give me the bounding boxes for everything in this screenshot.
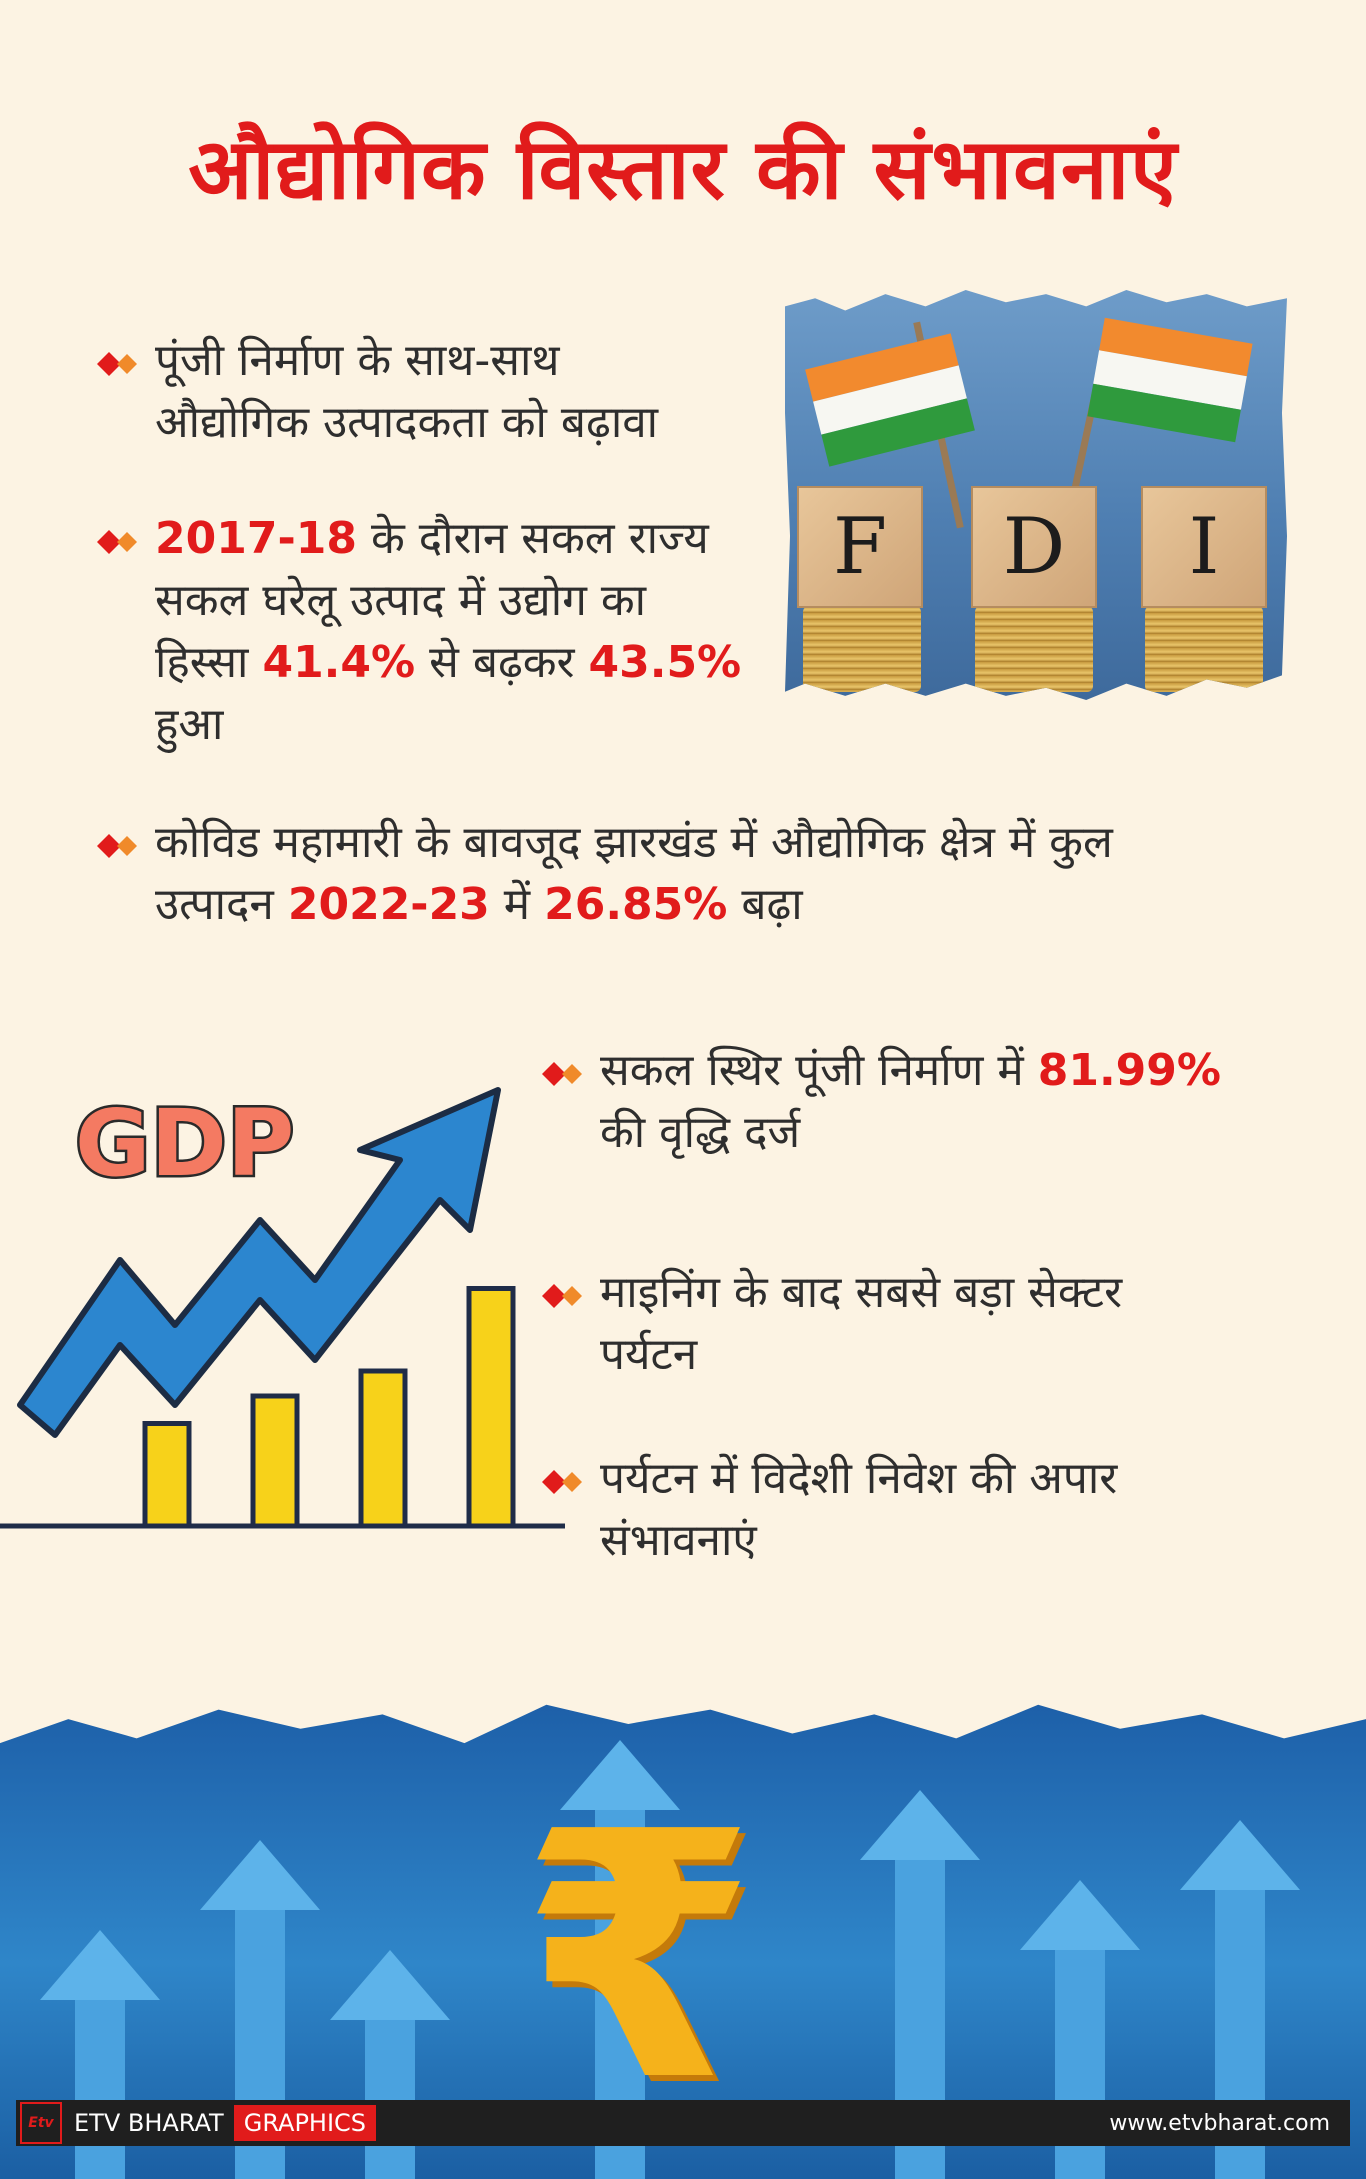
bullet-text: से बढ़कर <box>415 637 589 688</box>
bullet-text: उत्पादन <box>155 879 288 930</box>
gdp-bar <box>466 1286 516 1529</box>
double-diamond-icon <box>97 530 137 554</box>
bullet-line: सकल घरेलू उत्पाद में उद्योग का <box>155 575 647 626</box>
bullet-line: पर्यटन <box>600 1329 698 1380</box>
fdi-photo: F D I <box>785 290 1287 700</box>
bullet-line: माइनिंग के बाद सबसे बड़ा सेक्टर <box>600 1267 1123 1318</box>
percent-to: 43.5% <box>588 637 742 688</box>
rupee-growth-banner: ₹ <box>0 1704 1366 2179</box>
bullet-line: की वृद्धि दर्ज <box>600 1107 801 1158</box>
india-flag <box>805 333 975 467</box>
bullet-text: के दौरान सकल राज्य <box>356 513 709 564</box>
fdi-block-d: D <box>971 486 1097 608</box>
gdp-growth-graphic: GDP <box>0 1087 565 1529</box>
coin-stack <box>1145 606 1263 692</box>
bullet-capital-formation: पूंजी निर्माण के साथ-साथ औद्योगिक उत्पाद… <box>97 330 659 454</box>
coin-stack <box>803 606 921 692</box>
etv-logo: Etv <box>20 2102 62 2144</box>
bullet-fixed-capital: सकल स्थिर पूंजी निर्माण में 81.99% की वृ… <box>542 1040 1221 1164</box>
double-diamond-icon <box>97 834 137 858</box>
percent-from: 41.4% <box>262 637 416 688</box>
website-link[interactable]: www.etvbharat.com <box>1109 2110 1330 2136</box>
bullet-text: बढ़ा <box>727 879 803 930</box>
percent-highlight: 26.85% <box>544 879 728 930</box>
double-diamond-icon <box>542 1470 582 1494</box>
up-arrow-icon <box>40 1930 160 2179</box>
footer-bar: Etv ETV BHARAT GRAPHICS www.etvbharat.co… <box>16 2100 1350 2146</box>
bullet-text: में <box>489 879 545 930</box>
bullet-text: सकल स्थिर पूंजी निर्माण में <box>600 1045 1038 1096</box>
double-diamond-icon <box>542 1062 582 1086</box>
bullet-covid-output: कोविड महामारी के बावजूद झारखंड में औद्यो… <box>97 812 1113 936</box>
bullet-tourism-investment: पर्यटन में विदेशी निवेश की अपार संभावनाए… <box>542 1448 1118 1572</box>
bullet-line: औद्योगिक उत्पादकता को बढ़ावा <box>155 397 659 448</box>
bullet-line: कोविड महामारी के बावजूद झारखंड में औद्यो… <box>155 817 1113 868</box>
coin-stack <box>975 606 1093 692</box>
bullet-tourism-sector: माइनिंग के बाद सबसे बड़ा सेक्टर पर्यटन <box>542 1262 1123 1386</box>
gdp-label: GDP <box>75 1090 294 1197</box>
bullet-text: हिस्सा <box>155 637 263 688</box>
double-diamond-icon <box>542 1284 582 1308</box>
gdp-bar <box>250 1393 300 1529</box>
fdi-block-i: I <box>1141 486 1267 608</box>
year-highlight: 2017-18 <box>155 513 357 564</box>
gdp-bar <box>358 1368 408 1529</box>
year-highlight: 2022-23 <box>287 879 490 930</box>
gdp-bar <box>142 1421 192 1529</box>
bullet-line: हुआ <box>155 699 224 750</box>
percent-highlight: 81.99% <box>1037 1045 1221 1096</box>
rupee-icon: ₹ <box>520 1760 757 2156</box>
india-flag <box>1087 317 1253 443</box>
bullet-line: पर्यटन में विदेशी निवेश की अपार <box>600 1453 1118 1504</box>
bullet-line: पूंजी निर्माण के साथ-साथ <box>155 335 560 386</box>
brand-name: ETV BHARAT <box>74 2109 224 2137</box>
fdi-block-f: F <box>797 486 923 608</box>
up-arrow-icon <box>330 1950 450 2179</box>
bullet-line: संभावनाएं <box>600 1515 757 1566</box>
graphics-label: GRAPHICS <box>233 2105 377 2141</box>
bullet-industry-share: 2017-18 के दौरान सकल राज्य सकल घरेलू उत्… <box>97 508 742 756</box>
growth-arrow-icon <box>17 1087 501 1438</box>
double-diamond-icon <box>97 352 137 376</box>
page-title: औद्योगिक विस्तार की संभावनाएं <box>188 120 1178 218</box>
